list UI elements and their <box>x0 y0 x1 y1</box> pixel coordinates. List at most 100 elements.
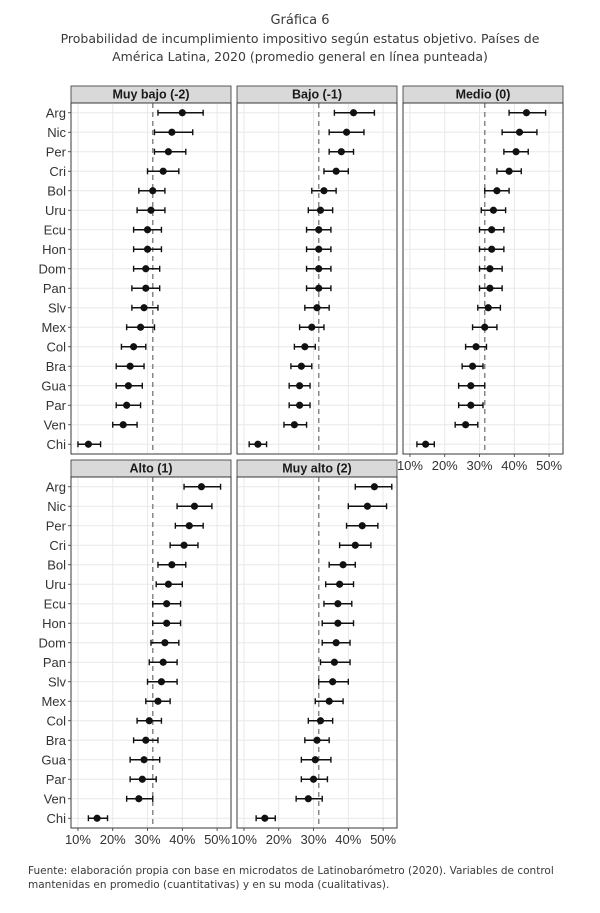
x-tick-label: 40% <box>335 832 361 847</box>
data-point <box>157 678 166 686</box>
data-point <box>296 382 304 390</box>
x-tick-label: 30% <box>467 458 493 473</box>
data-point <box>316 717 325 725</box>
x-tick-label: 50% <box>536 458 562 473</box>
data-point <box>467 401 475 409</box>
data-point <box>185 522 193 530</box>
y-tick-label: Per <box>46 144 67 159</box>
data-point <box>159 658 167 666</box>
data-point <box>332 167 340 175</box>
data-point <box>489 206 498 214</box>
facet-panel <box>402 102 564 455</box>
y-tick-label: Uru <box>45 203 66 218</box>
data-point <box>349 109 358 117</box>
data-point <box>315 245 323 253</box>
y-tick-label: Bra <box>46 733 67 748</box>
data-point <box>313 304 321 312</box>
y-tick-label: Uru <box>45 577 66 592</box>
y-tick-label: Col <box>46 339 66 354</box>
data-point <box>332 639 340 647</box>
data-point <box>313 736 321 744</box>
data-point <box>168 128 176 136</box>
data-point <box>119 421 127 429</box>
x-tick-label: 30% <box>301 832 327 847</box>
data-point <box>339 561 347 569</box>
data-point <box>168 561 176 569</box>
y-tick-label: Bol <box>47 557 66 572</box>
y-tick-label: Ecu <box>44 596 66 611</box>
data-point <box>337 148 345 156</box>
y-tick-label: Pan <box>43 655 66 670</box>
data-point <box>143 226 152 234</box>
data-point <box>142 265 150 273</box>
data-point <box>315 265 323 273</box>
data-point <box>147 206 155 214</box>
data-point <box>334 600 342 608</box>
y-tick-label: Slv <box>48 674 67 689</box>
data-point <box>462 421 470 429</box>
y-tick-label: Ven <box>44 417 66 432</box>
data-point <box>297 362 305 370</box>
chart-header: Gráfica 6 Probabilidad de incumplimiento… <box>0 12 600 66</box>
data-point <box>142 736 150 744</box>
data-point <box>140 756 148 764</box>
facet-border <box>236 476 398 829</box>
facet-panel <box>70 476 232 829</box>
data-point <box>135 795 143 803</box>
data-point <box>486 265 494 273</box>
x-tick-label: 20% <box>266 832 292 847</box>
data-point <box>93 814 101 822</box>
data-point <box>351 541 359 549</box>
data-point <box>325 697 333 705</box>
data-point <box>484 304 492 312</box>
data-point <box>159 167 167 175</box>
y-tick-label: Chi <box>46 437 66 452</box>
facet-title: Medio (0) <box>456 88 511 102</box>
y-tick-label: Gua <box>41 752 66 767</box>
y-tick-label: Par <box>46 772 67 787</box>
facet-panel <box>236 476 398 829</box>
facet-panel <box>236 102 398 455</box>
data-point <box>315 226 323 234</box>
data-point <box>123 401 131 409</box>
source-note: Fuente: elaboración propia con base en m… <box>28 865 554 891</box>
y-tick-label: Nic <box>47 125 66 140</box>
data-point <box>522 109 531 117</box>
x-tick-label: 10% <box>65 832 91 847</box>
data-point <box>320 187 328 195</box>
y-tick-label: Par <box>46 398 67 413</box>
facet-title: Bajo (-1) <box>292 88 342 102</box>
data-point <box>336 580 344 588</box>
data-point <box>468 362 477 370</box>
data-point <box>311 756 319 764</box>
data-point <box>505 167 513 175</box>
data-point <box>301 343 309 351</box>
y-tick-label: Arg <box>46 479 66 494</box>
y-tick-label: Per <box>46 518 67 533</box>
data-point <box>488 245 496 253</box>
y-tick-label: Mex <box>41 694 66 709</box>
facet-border <box>70 102 232 455</box>
data-point <box>330 658 338 666</box>
data-point <box>296 401 304 409</box>
facet-panel <box>70 102 232 455</box>
data-point <box>309 775 318 783</box>
data-point <box>315 284 323 292</box>
data-point <box>164 148 172 156</box>
y-tick-label: Hon <box>42 242 66 257</box>
data-point <box>140 304 148 312</box>
data-point <box>143 245 152 253</box>
data-point <box>164 580 172 588</box>
y-tick-label: Nic <box>47 499 66 514</box>
facet-border <box>70 476 232 829</box>
y-tick-label: Mex <box>41 320 66 335</box>
data-point <box>138 775 146 783</box>
data-point <box>363 502 372 510</box>
data-point <box>515 128 524 136</box>
data-point <box>316 206 325 214</box>
data-point <box>512 148 520 156</box>
data-point <box>304 795 312 803</box>
y-tick-label: Dom <box>39 635 66 650</box>
data-point <box>467 382 475 390</box>
